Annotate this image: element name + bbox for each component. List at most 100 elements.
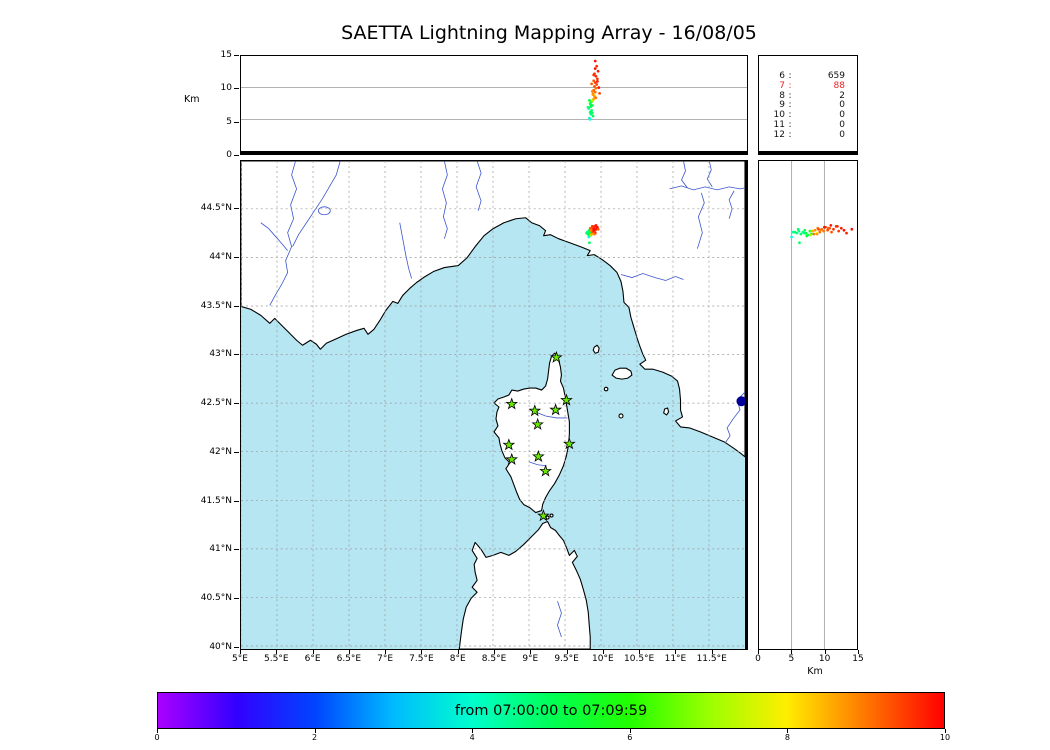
lightning-point [799,232,803,236]
lma-station-star [549,403,563,416]
lon-tick-label: 11°E [664,654,687,664]
lma-station-star [502,438,516,451]
figure-title: SAETTA Lightning Mapping Array - 16/08/0… [341,22,757,44]
alt-tick-label: 0 [226,150,232,160]
lightning-point [592,73,596,77]
river [441,161,448,239]
lightning-point [597,86,601,89]
river [669,185,745,191]
colorbar-tick-label: 4 [469,733,475,742]
river [557,601,562,638]
lightning-point [832,227,835,231]
landmasses [241,161,745,649]
lightning-point [812,232,816,236]
station-counts-list: 6:659 7:88 8:2 9:0 10:0 11:0 12:0 [759,71,857,141]
alt-km-tick-label: 0 [755,654,761,664]
lma-station-star [549,350,563,363]
lightning-point [591,93,595,96]
axis-tick [711,650,713,654]
lat-tick-label: 44°N [209,251,232,262]
lightning-point [598,92,601,95]
corsica [493,352,570,514]
lightning-point [595,64,599,68]
lightning-point [592,79,596,83]
alt-tick-label: 5 [226,116,232,127]
alt-tick-label: 15 [220,50,232,60]
lightning-point [590,82,594,86]
station-counts-panel: 6:659 7:88 8:2 9:0 10:0 11:0 12:0 [758,55,858,155]
lightning-point [593,85,596,88]
latitude-altitude-panel [758,160,858,650]
lightning-point [595,83,599,86]
lightning-point [803,228,807,232]
elba-island [611,367,633,380]
alt-km-tick-label: 15 [852,654,864,664]
lightning-point [829,223,833,227]
lat-tick-label: 41.5°N [200,495,232,506]
lightning-point [594,86,598,90]
lightning-point [595,80,599,83]
river [696,192,705,249]
axis-tick [234,451,239,453]
blue-marker [736,396,745,407]
station-count-row: 10:0 [773,110,845,121]
lon-tick-label: 8°E [449,654,466,664]
lma-station-star [531,417,544,430]
axis-tick [494,650,495,654]
lightning-point [830,230,833,234]
river [399,222,413,279]
top-gridlines [241,87,747,120]
lightning-point [836,224,839,228]
pianosa-island [603,386,609,392]
latitude-altitude-plot [790,161,854,649]
capraia-island [592,344,600,354]
lightning-point [804,231,808,235]
lightning-point [850,227,854,231]
axis-tick [602,650,604,654]
river [475,161,482,211]
lightning-point [589,110,593,114]
time-window-label: from 07:00:00 to 07:09:59 [454,702,648,719]
river [681,161,688,189]
lon-tick-label: 7.5°E [409,654,434,664]
lightning-point [802,231,806,235]
lightning-point [588,118,592,121]
mainland-coast [241,161,745,458]
lightning-point [798,241,801,245]
montecristo-island [618,413,624,419]
lightning-point [587,235,591,239]
lon-tick-label: 6.5°E [336,654,362,664]
lat-tick-label: 41°N [209,544,232,555]
map-lightning-points-layer [585,223,600,245]
lat-tick-label: 43.5°N [200,300,232,311]
lightning-point [586,105,590,109]
lat-tick-label: 42°N [209,446,232,457]
lightning-point [839,226,843,230]
axis-tick [157,729,158,733]
station-count-row: 11:0 [773,119,845,130]
right-lightning-points-layer [790,223,854,245]
axis-tick [234,208,239,209]
lightning-point [811,229,814,233]
axis-tick [234,598,239,600]
sardinia [458,520,591,649]
axis-tick [758,650,759,654]
lightning-point [590,232,594,236]
lon-tick-label: 6°E [304,654,321,664]
river [528,461,547,467]
lightning-point [594,74,598,78]
axis-tick [234,549,239,551]
axis-tick [234,155,239,156]
lightning-point [796,227,800,231]
axis-tick [675,650,677,654]
alt-km-tick-label: 10 [818,654,831,664]
lma-station-star [532,449,545,462]
axis-tick [787,729,789,733]
lightning-point [593,232,596,236]
river [292,161,341,247]
lightning-point [822,225,826,229]
axis-tick [530,650,532,654]
lightning-point [590,224,594,228]
river [728,190,735,219]
lightning-point [808,229,812,233]
